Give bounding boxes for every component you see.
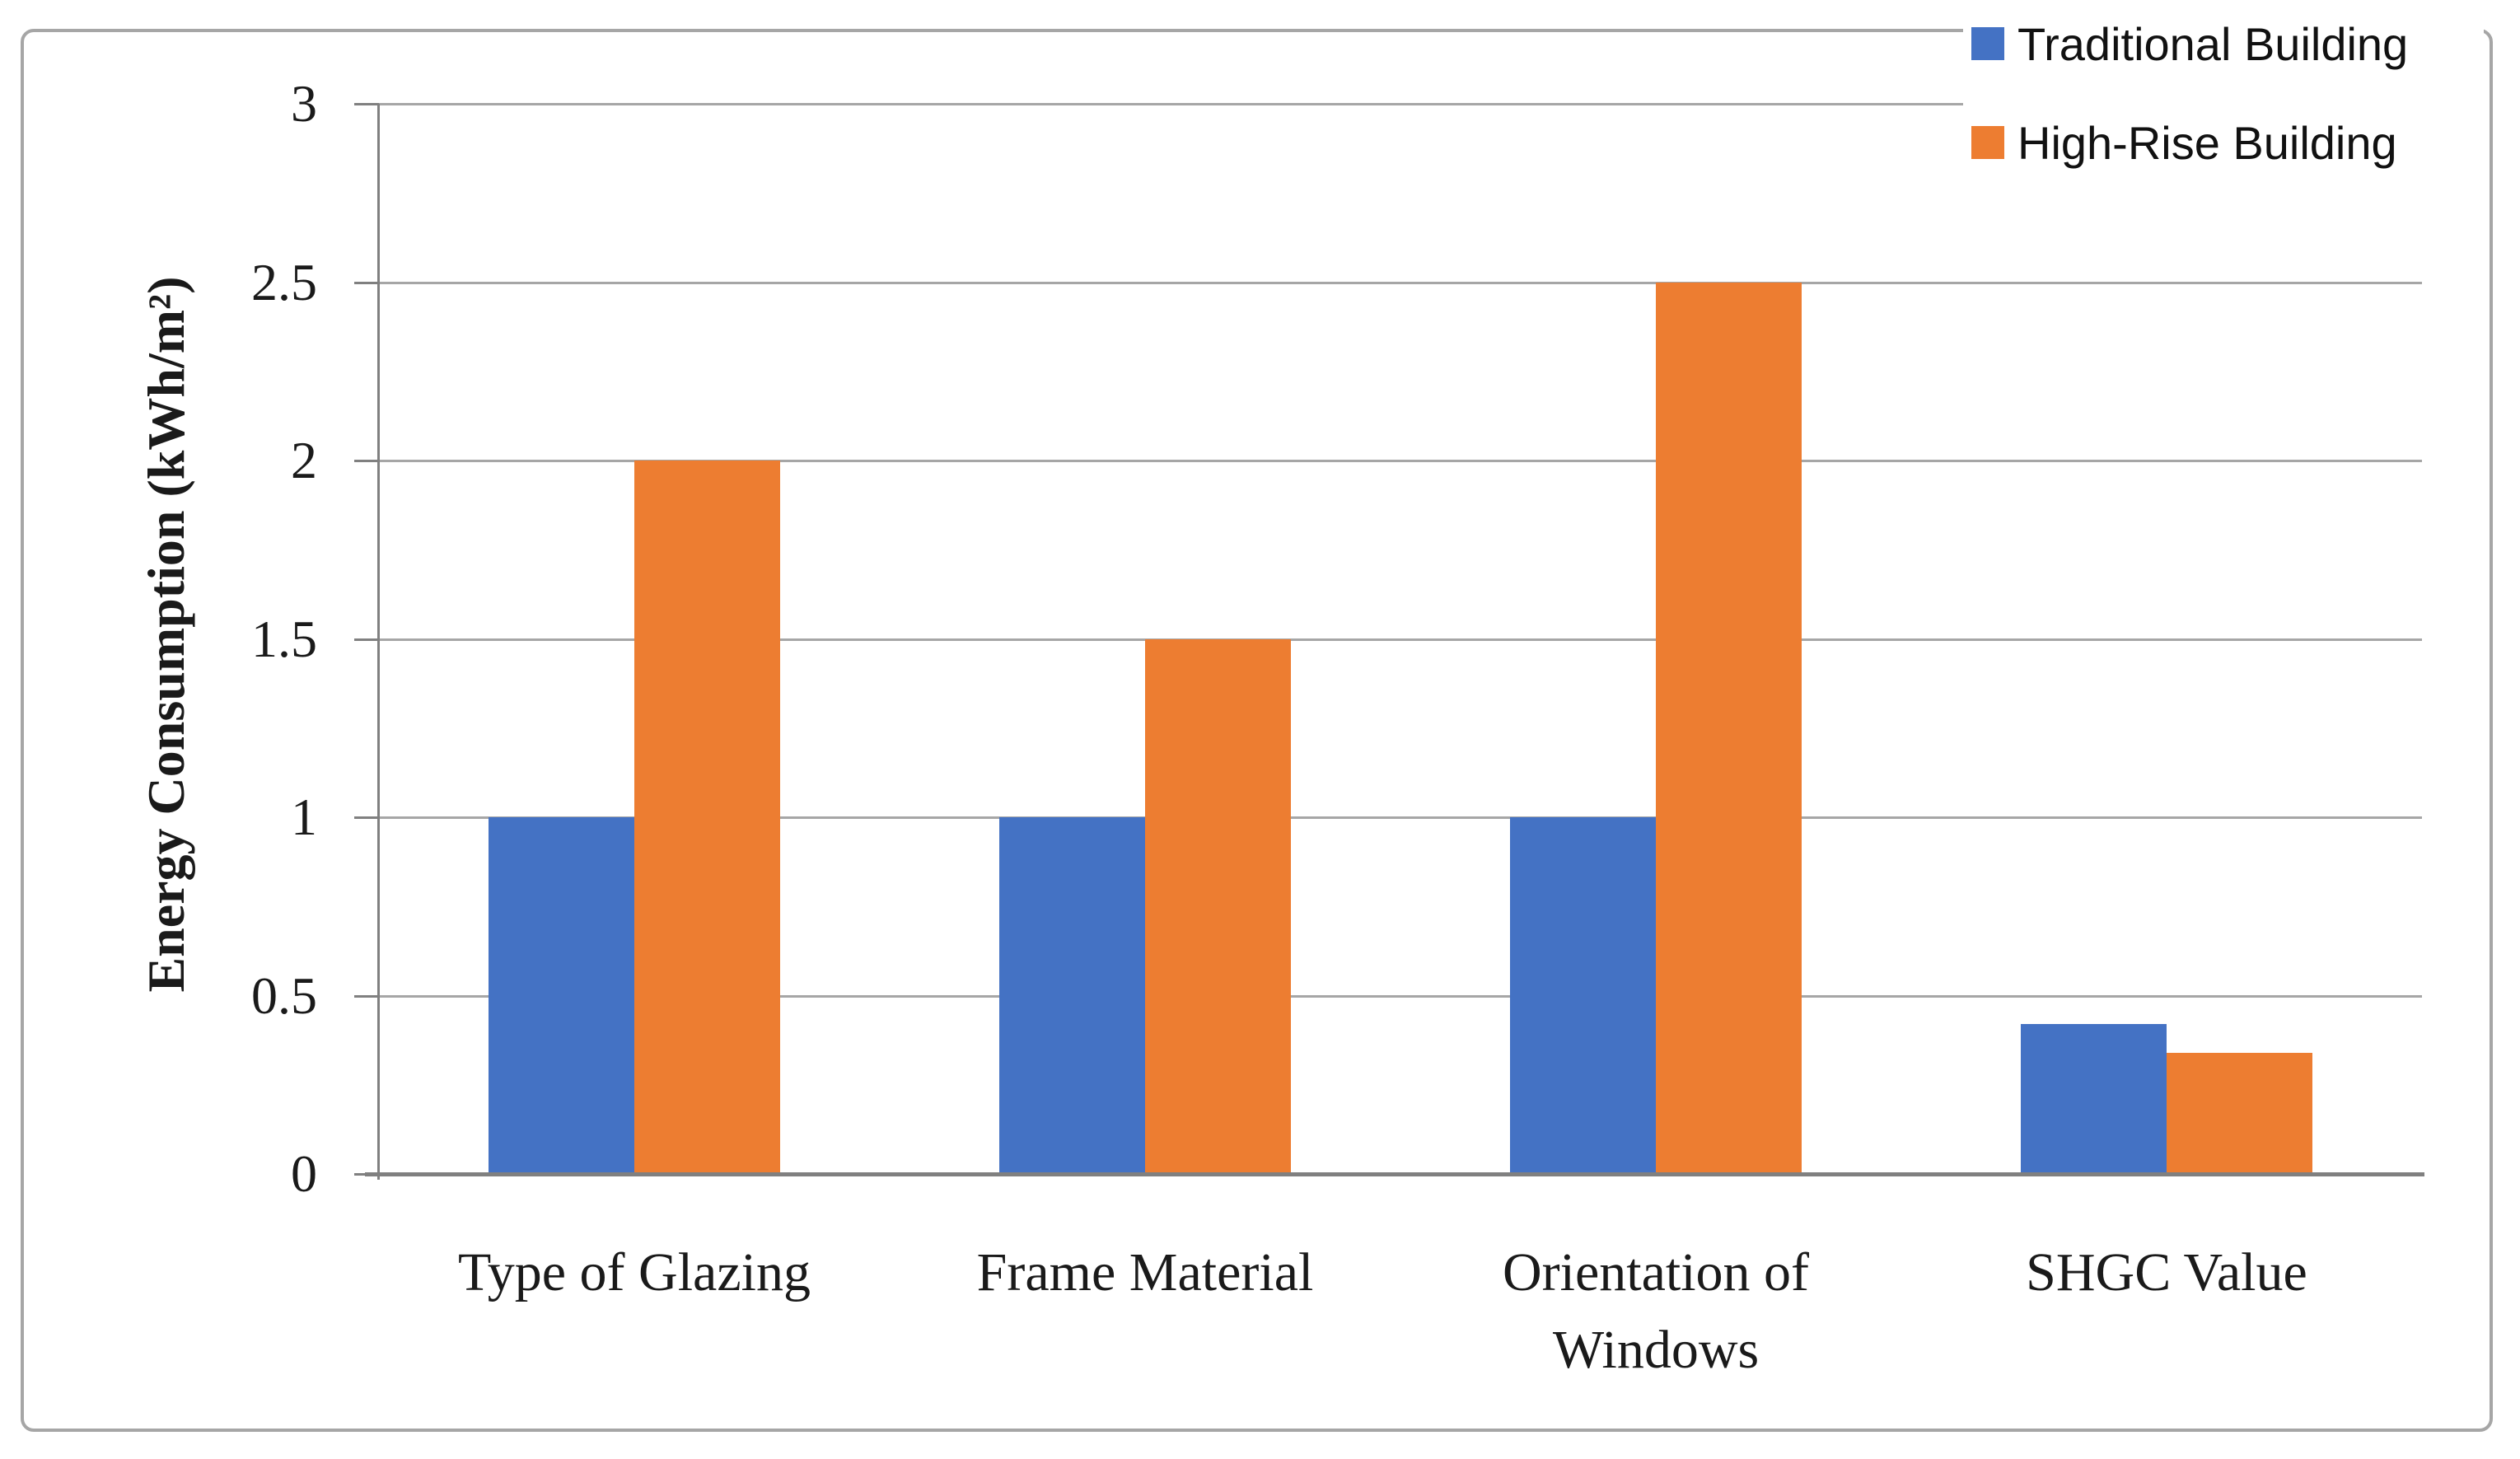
bar (1656, 282, 1802, 1174)
bar (2021, 1024, 2167, 1174)
x-category-label: Type of Glazing (458, 1242, 811, 1302)
bar (489, 817, 634, 1174)
gridline (379, 281, 2422, 284)
legend-swatch-orange-icon (1971, 126, 2004, 159)
y-tick-label: 2.5 (251, 252, 317, 311)
legend-label: High-Rise Building (2017, 116, 2397, 169)
x-category-label: Frame Material (976, 1242, 1314, 1302)
y-axis-tick (354, 638, 379, 641)
y-tick-label: 2 (291, 431, 317, 489)
y-axis-tick (354, 460, 379, 462)
legend-entry-high-rise-building: High-Rise Building (1971, 107, 2397, 178)
bar (999, 817, 1145, 1174)
y-axis-tick (354, 994, 379, 998)
legend-entry-traditional-building: Traditional Building (1971, 8, 2408, 79)
x-category-label: SHGC Value (2026, 1242, 2307, 1302)
gridline (379, 460, 2422, 462)
gridline (379, 103, 2422, 105)
bar (634, 461, 780, 1174)
y-axis-title: Energy Consumption (kWh/m²) (137, 276, 195, 993)
legend: Traditional Building High-Rise Building (1963, 0, 2484, 183)
legend-label: Traditional Building (2017, 17, 2409, 70)
y-tick-label: 1.5 (251, 609, 317, 668)
y-tick-label: 0 (291, 1144, 317, 1203)
bar (1145, 638, 1291, 1174)
bar (1510, 817, 1656, 1174)
gridline (379, 994, 2422, 998)
y-tick-label: 1 (291, 788, 317, 846)
y-tick-label: 3 (291, 74, 317, 133)
y-axis-tick (354, 816, 379, 819)
x-axis-line (365, 1172, 2424, 1176)
bar (2167, 1052, 2312, 1174)
y-tick-label: 0.5 (251, 966, 317, 1025)
y-axis-tick (354, 281, 379, 284)
x-category-label: Orientation of Windows (1502, 1242, 1810, 1380)
gridline (379, 816, 2422, 819)
figure-border (21, 29, 2493, 1432)
y-axis-tick (354, 103, 379, 105)
gridline (379, 638, 2422, 641)
legend-swatch-blue-icon (1971, 27, 2004, 60)
y-axis-line (377, 104, 380, 1180)
